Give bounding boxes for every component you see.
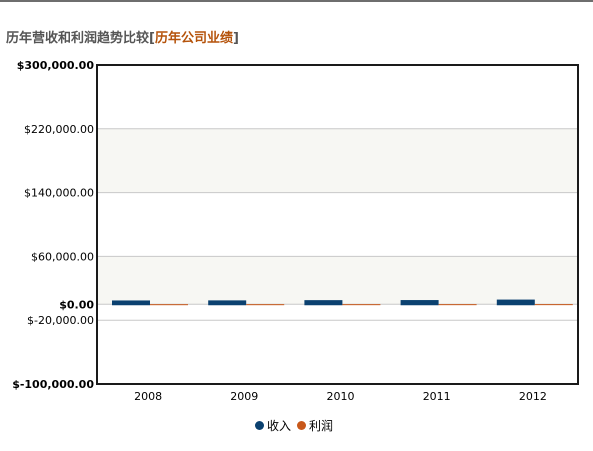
bar-revenue-2011 (400, 300, 439, 306)
bar-profit-2011 (438, 304, 477, 306)
legend-marker-profit (297, 421, 307, 430)
x-tick-label: 2010 (327, 390, 355, 403)
title-bracket-close: ] (232, 31, 239, 46)
top-rule (0, 0, 593, 2)
background-band (97, 256, 578, 305)
legend-item-revenue[interactable]: 收入 (255, 417, 291, 434)
legend-item-profit[interactable]: 利润 (297, 417, 333, 434)
y-tick-label: $0.00 (59, 298, 94, 311)
y-axis-ticks: $300,000.00 $220,000.00 $140,000.00 $60,000… (12, 59, 94, 391)
bar-profit-2009 (246, 304, 285, 306)
x-tick-label: 2012 (519, 390, 547, 403)
bar-revenue-2012 (496, 299, 535, 306)
bar-revenue-2009 (208, 300, 247, 306)
y-tick-label: $60,000.00 (31, 250, 94, 263)
legend-label-revenue: 收入 (267, 419, 292, 433)
legend-marker-revenue (255, 421, 264, 430)
bar-profit-2010 (342, 304, 381, 306)
legend: 收入 利润 (255, 417, 339, 434)
plot-frame (96, 64, 579, 385)
bars (112, 299, 573, 306)
bar-revenue-2008 (112, 300, 150, 306)
x-tick-label: 2011 (423, 390, 451, 403)
y-tick-label: $300,000.00 (17, 59, 95, 72)
x-tick-label: 2009 (230, 390, 258, 403)
bar-revenue-2010 (304, 300, 343, 306)
background-bands (97, 128, 578, 305)
background-band (97, 128, 578, 193)
y-tick-label: $140,000.00 (24, 187, 94, 200)
bar-profit-2008 (150, 304, 188, 306)
x-axis-ticks: 2008 2009 2010 2011 2012 (134, 390, 547, 403)
bar-profit-2012 (534, 304, 573, 306)
x-tick-label: 2008 (134, 390, 162, 403)
legend-label-profit: 利润 (309, 419, 334, 433)
gridlines (97, 128, 578, 321)
y-tick-label: $220,000.00 (24, 123, 94, 136)
chart-title: 历年营收和利润趋势比较[历年公司业绩] (6, 27, 239, 46)
company-performance-link[interactable]: 历年公司业绩 (154, 31, 233, 46)
title-bracket-open: [ (149, 31, 155, 46)
y-tick-label: $-100,000.00 (12, 378, 94, 391)
chart-title-text: 历年营收和利润趋势比较 (6, 31, 150, 46)
y-tick-label: $-20,000.00 (27, 314, 94, 327)
